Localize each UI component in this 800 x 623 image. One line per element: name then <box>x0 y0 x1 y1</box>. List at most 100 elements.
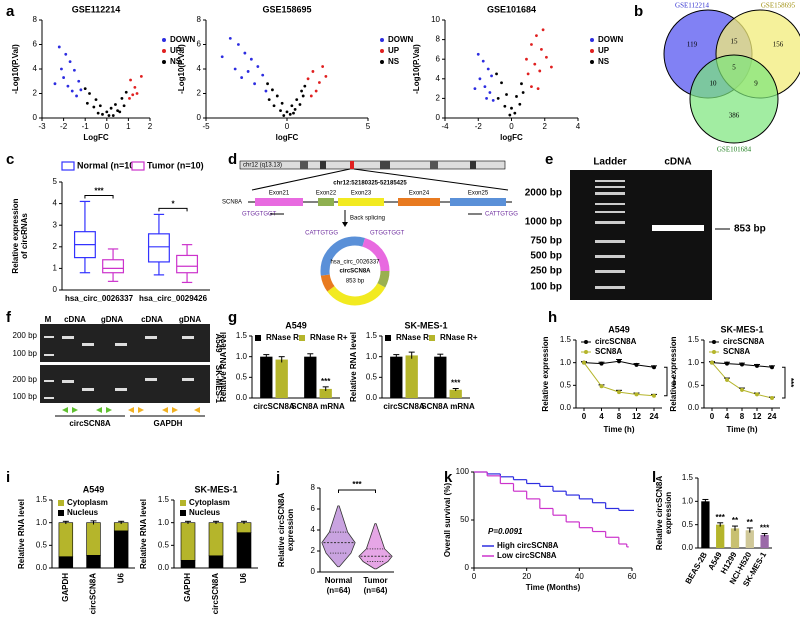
bar <box>319 388 332 398</box>
x-tick-label: 0 <box>105 122 110 131</box>
bar <box>745 530 754 548</box>
y-axis-label: Relative RNA level <box>139 499 148 569</box>
point <box>135 92 139 95</box>
bar-segment <box>208 555 224 569</box>
target: circSCN8A <box>69 419 111 428</box>
point <box>62 76 65 79</box>
y-tick-label: 1.5 <box>158 495 170 504</box>
circ-name: circSCN8A <box>339 269 371 275</box>
x-tick-label: BEAS-2B <box>684 550 709 585</box>
target: GAPDH <box>154 419 183 428</box>
bar <box>304 356 317 398</box>
band <box>470 161 476 169</box>
point <box>131 93 135 97</box>
legend-marker <box>131 161 145 171</box>
chart-title: A549 <box>83 484 105 494</box>
point <box>301 94 305 98</box>
chromosome-label: chr12 (q13.13) <box>243 163 282 169</box>
y-tick-label: 1.5 <box>560 335 572 344</box>
point <box>526 72 530 76</box>
legend-marker <box>162 49 166 53</box>
x-tick-label: 12 <box>753 412 762 421</box>
y-tick-label: 1.0 <box>366 352 378 361</box>
bar-segment <box>58 522 74 557</box>
y-tick-label: 50 <box>460 515 469 524</box>
y-axis-label: Relative RNA level <box>219 332 228 402</box>
legend-label: High circSCN8A <box>497 541 559 550</box>
legend-label: DOWN <box>388 35 414 44</box>
legend-label: NS <box>598 57 610 66</box>
y-tick-label: 0.5 <box>366 372 378 381</box>
y-tick-label: 4 <box>436 74 441 83</box>
legend-label: Tumor (n=10) <box>147 160 204 170</box>
point <box>122 104 126 108</box>
bar-segment <box>86 555 101 569</box>
point <box>478 77 482 81</box>
y-tick-label: 0.5 <box>36 540 48 549</box>
lane-label: cDNA <box>64 315 86 324</box>
chart-title: GSE112214 <box>72 4 121 14</box>
legend-label: UP <box>388 46 400 55</box>
point <box>740 362 744 367</box>
point <box>295 98 299 102</box>
band <box>115 388 127 391</box>
band <box>44 397 54 399</box>
point <box>725 377 729 382</box>
exon <box>450 198 506 206</box>
x-tick-label: 0 <box>285 122 290 131</box>
panel-label: e <box>545 151 553 168</box>
y-tick-label: 6 <box>197 40 202 49</box>
bar-segment <box>180 559 196 569</box>
x-tick-label: GAPDH <box>183 573 192 602</box>
primer <box>128 407 200 413</box>
significance: *** <box>352 480 362 489</box>
band <box>145 378 157 381</box>
band <box>300 161 308 169</box>
x-tick-label: circSCN8A <box>383 402 425 411</box>
step-label: Back splicing <box>350 216 385 222</box>
y-tick-label: 0 <box>197 113 202 122</box>
point <box>233 67 237 71</box>
point <box>249 57 253 61</box>
y-tick-label: 8 <box>436 35 441 44</box>
point <box>485 97 488 100</box>
point <box>710 360 714 365</box>
point <box>124 90 128 94</box>
legend-marker <box>712 340 716 344</box>
x-tick-label: -3 <box>38 122 46 131</box>
zoom-line <box>353 168 509 191</box>
point <box>530 43 533 46</box>
marker-label: 100 bp <box>530 282 562 293</box>
point <box>488 91 492 94</box>
legend-marker <box>385 335 391 341</box>
point <box>652 365 656 370</box>
legend-label: RNase R+ <box>310 333 348 342</box>
significance: ** <box>747 518 754 527</box>
ladder-band <box>595 203 625 205</box>
bar-segment <box>86 522 101 556</box>
legend-label: DOWN <box>598 35 624 44</box>
sequence: GTGGTGGT <box>242 212 277 218</box>
x-tick-label: 2 <box>148 122 153 131</box>
x-axis-label: Time (h) <box>727 425 758 434</box>
x-tick-label: 4 <box>599 412 604 421</box>
circ-size: 853 bp <box>346 279 365 285</box>
y-tick-label: 10 <box>431 15 440 24</box>
significance: ** <box>732 516 739 525</box>
x-axis-label: Time (h) <box>604 425 635 434</box>
point <box>107 114 111 117</box>
bar <box>730 528 740 548</box>
bar <box>716 524 725 548</box>
point <box>290 104 294 108</box>
point <box>264 89 268 93</box>
band <box>380 161 390 169</box>
marker-label: 200 bp <box>13 331 38 340</box>
point <box>116 109 119 113</box>
ladder-band <box>595 221 625 224</box>
y-tick-label: 1.0 <box>682 496 694 505</box>
x-tick-label: 20 <box>522 572 531 581</box>
legend-label: SCN8A <box>723 347 750 356</box>
point <box>770 365 774 370</box>
bracket <box>84 194 114 199</box>
cell-line: A549 <box>214 333 223 353</box>
